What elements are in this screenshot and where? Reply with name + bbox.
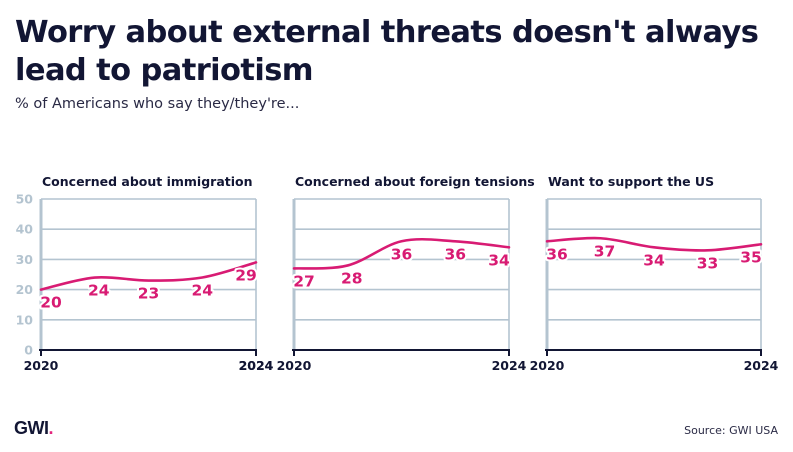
series-line bbox=[39, 261, 258, 291]
x-tick-label: 2020 bbox=[530, 358, 565, 373]
series-line bbox=[545, 236, 763, 252]
source-note: Source: GWI USA bbox=[684, 424, 778, 437]
data-label: 20 bbox=[40, 294, 62, 312]
x-tick-label: 2024 bbox=[239, 358, 274, 373]
data-label: 37 bbox=[594, 242, 616, 260]
chart-title: Worry about external threats doesn't alw… bbox=[15, 15, 759, 88]
y-tick-label: 0 bbox=[24, 343, 33, 358]
x-tick-label: 2024 bbox=[744, 358, 779, 373]
x-tick-label: 2024 bbox=[492, 358, 527, 373]
data-label: 28 bbox=[341, 269, 363, 287]
y-tick-label: 40 bbox=[16, 222, 34, 237]
chart-subtitle: % of Americans who say they/they're... bbox=[15, 96, 300, 112]
gwi-logo: GWI. bbox=[14, 418, 53, 439]
data-label: 35 bbox=[740, 248, 762, 266]
y-tick-label: 30 bbox=[16, 252, 34, 267]
x-tick-label: 2024 bbox=[239, 358, 274, 373]
data-label: 29 bbox=[235, 266, 257, 284]
y-tick-label: 20 bbox=[16, 282, 34, 297]
data-label: 27 bbox=[293, 272, 315, 290]
data-label: 36 bbox=[444, 245, 466, 263]
panel-title: Want to support the US bbox=[548, 174, 714, 189]
data-label: 34 bbox=[643, 251, 665, 269]
data-label: 34 bbox=[488, 251, 510, 269]
data-label: 33 bbox=[697, 254, 719, 272]
data-label: 36 bbox=[391, 245, 413, 263]
data-label: 24 bbox=[191, 282, 213, 300]
panel-title: Concerned about immigration bbox=[42, 174, 253, 189]
data-label: 23 bbox=[138, 285, 160, 303]
y-tick-label: 10 bbox=[16, 312, 34, 327]
x-tick-label: 2020 bbox=[24, 358, 59, 373]
logo-text: GWI bbox=[14, 418, 49, 438]
data-label: 24 bbox=[88, 282, 110, 300]
panel-title: Concerned about foreign tensions bbox=[295, 174, 535, 189]
y-tick-label: 50 bbox=[16, 192, 34, 207]
series-line bbox=[292, 237, 511, 270]
x-tick-label: 2020 bbox=[277, 358, 312, 373]
logo-dot: . bbox=[48, 418, 54, 438]
data-label: 36 bbox=[546, 245, 568, 263]
